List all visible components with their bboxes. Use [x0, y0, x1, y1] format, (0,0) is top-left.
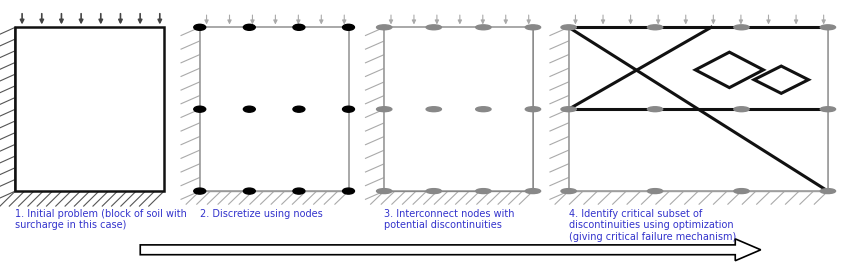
Ellipse shape [194, 188, 206, 194]
Ellipse shape [343, 106, 354, 112]
Circle shape [377, 25, 392, 30]
Circle shape [525, 189, 541, 194]
Circle shape [377, 189, 392, 194]
Circle shape [561, 189, 576, 194]
Ellipse shape [293, 188, 305, 194]
Circle shape [476, 107, 491, 112]
Circle shape [476, 189, 491, 194]
Bar [384, 27, 533, 191]
Ellipse shape [343, 24, 354, 30]
Circle shape [648, 189, 663, 194]
Circle shape [734, 25, 749, 30]
Circle shape [648, 107, 663, 112]
Ellipse shape [293, 24, 305, 30]
Ellipse shape [243, 24, 255, 30]
Ellipse shape [243, 188, 255, 194]
Bar [200, 27, 348, 191]
Circle shape [648, 25, 663, 30]
Circle shape [426, 107, 441, 112]
Circle shape [820, 25, 836, 30]
Circle shape [426, 189, 441, 194]
Text: 3. Interconnect nodes with
potential discontinuities: 3. Interconnect nodes with potential dis… [384, 209, 515, 230]
Bar [569, 27, 828, 191]
Circle shape [820, 107, 836, 112]
Ellipse shape [194, 24, 206, 30]
Circle shape [561, 25, 576, 30]
Circle shape [426, 25, 441, 30]
Circle shape [734, 189, 749, 194]
Circle shape [377, 107, 392, 112]
Circle shape [525, 25, 541, 30]
Polygon shape [695, 52, 763, 88]
Ellipse shape [343, 188, 354, 194]
Text: 2. Discretize using nodes: 2. Discretize using nodes [200, 209, 322, 219]
Circle shape [561, 107, 576, 112]
Circle shape [476, 25, 491, 30]
Polygon shape [754, 66, 808, 93]
Bar [15, 27, 164, 191]
Circle shape [525, 107, 541, 112]
Text: 4. Identify critical subset of
discontinuities using optimization
(giving critic: 4. Identify critical subset of discontin… [569, 209, 736, 242]
Ellipse shape [293, 106, 305, 112]
Polygon shape [140, 239, 761, 261]
Circle shape [820, 189, 836, 194]
Ellipse shape [243, 106, 255, 112]
Ellipse shape [194, 106, 206, 112]
Text: 1. Initial problem (block of soil with
surcharge in this case): 1. Initial problem (block of soil with s… [15, 209, 187, 230]
Circle shape [734, 107, 749, 112]
